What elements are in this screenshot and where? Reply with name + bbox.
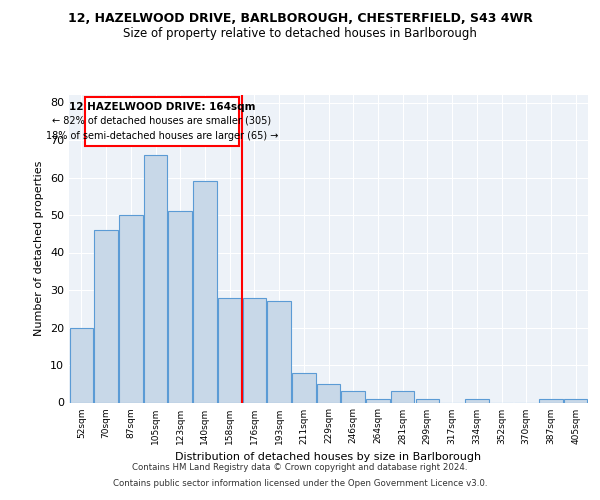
Bar <box>193 181 217 402</box>
Bar <box>94 230 118 402</box>
Bar <box>70 328 93 402</box>
Bar <box>292 372 316 402</box>
Text: 12, HAZELWOOD DRIVE, BARLBOROUGH, CHESTERFIELD, S43 4WR: 12, HAZELWOOD DRIVE, BARLBOROUGH, CHESTE… <box>68 12 532 26</box>
Text: 12 HAZELWOOD DRIVE: 164sqm: 12 HAZELWOOD DRIVE: 164sqm <box>68 102 255 112</box>
Text: Contains public sector information licensed under the Open Government Licence v3: Contains public sector information licen… <box>113 478 487 488</box>
Bar <box>564 399 587 402</box>
Bar <box>169 211 192 402</box>
Bar <box>144 155 167 402</box>
Bar <box>268 301 291 402</box>
Bar <box>366 399 389 402</box>
Bar <box>218 298 241 403</box>
Text: Size of property relative to detached houses in Barlborough: Size of property relative to detached ho… <box>123 28 477 40</box>
Bar <box>119 215 143 402</box>
Text: 18% of semi-detached houses are larger (65) →: 18% of semi-detached houses are larger (… <box>46 131 278 141</box>
Bar <box>465 399 488 402</box>
Text: Contains HM Land Registry data © Crown copyright and database right 2024.: Contains HM Land Registry data © Crown c… <box>132 464 468 472</box>
Bar <box>539 399 563 402</box>
Text: ← 82% of detached houses are smaller (305): ← 82% of detached houses are smaller (30… <box>52 116 271 126</box>
Bar <box>416 399 439 402</box>
X-axis label: Distribution of detached houses by size in Barlborough: Distribution of detached houses by size … <box>175 452 482 462</box>
Y-axis label: Number of detached properties: Number of detached properties <box>34 161 44 336</box>
Bar <box>242 298 266 403</box>
Bar <box>341 391 365 402</box>
Bar <box>391 391 415 402</box>
FancyBboxPatch shape <box>85 97 239 146</box>
Bar <box>317 384 340 402</box>
